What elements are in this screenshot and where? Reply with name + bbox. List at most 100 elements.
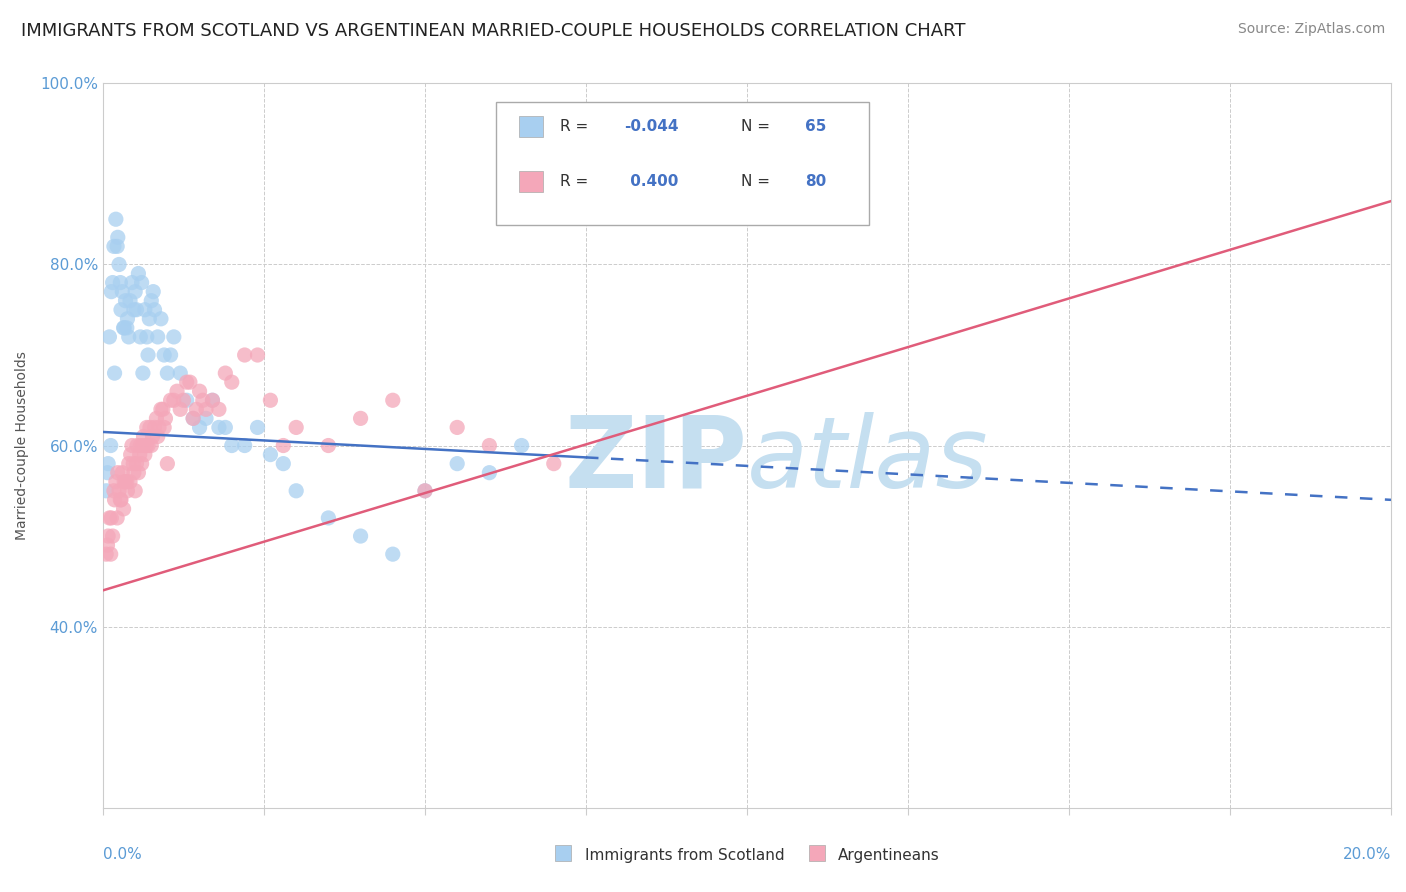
Point [117, 311, 139, 326]
Point [105, 239, 128, 253]
Point [246, 348, 269, 362]
Point [107, 230, 129, 244]
Point [132, 438, 155, 452]
Point [195, 411, 218, 425]
Text: N =: N = [741, 174, 775, 189]
Point [163, 393, 186, 408]
Point [122, 457, 145, 471]
Point [143, 420, 166, 434]
Point [96, 466, 118, 480]
Point [101, 276, 124, 290]
Point [136, 348, 159, 362]
Point [186, 402, 208, 417]
Text: -0.044: -0.044 [624, 120, 679, 135]
Point [103, 492, 125, 507]
FancyBboxPatch shape [496, 102, 869, 225]
Point [138, 311, 160, 326]
Point [176, 375, 198, 389]
Point [195, 402, 218, 417]
Point [172, 393, 194, 408]
Point [155, 411, 177, 425]
Point [115, 475, 138, 489]
Point [100, 285, 122, 299]
Text: N =: N = [741, 120, 775, 135]
Point [112, 475, 135, 489]
Point [163, 330, 186, 344]
Point [127, 438, 149, 452]
Point [125, 457, 148, 471]
Point [166, 384, 188, 399]
Point [143, 302, 166, 317]
Point [413, 483, 436, 498]
Point [122, 302, 145, 317]
Point [153, 420, 176, 434]
Point [446, 457, 468, 471]
Point [145, 411, 167, 425]
Point [127, 466, 149, 480]
Point [105, 511, 128, 525]
Point [108, 258, 131, 272]
Text: 0.0%: 0.0% [103, 847, 142, 863]
Point [114, 293, 136, 308]
Text: 20.0%: 20.0% [1343, 847, 1391, 863]
Point [121, 276, 143, 290]
Point [478, 466, 501, 480]
Point [149, 311, 172, 326]
Point [103, 366, 125, 380]
Point [100, 511, 122, 525]
Point [110, 492, 132, 507]
Point [108, 483, 131, 498]
Point [214, 420, 236, 434]
Point [118, 475, 141, 489]
Point [114, 475, 136, 489]
Point [285, 420, 308, 434]
Point [159, 348, 181, 362]
Text: R =: R = [560, 174, 593, 189]
Text: 65: 65 [806, 120, 827, 135]
Point [214, 366, 236, 380]
Point [149, 402, 172, 417]
Point [169, 402, 191, 417]
FancyBboxPatch shape [519, 170, 544, 192]
Point [318, 438, 340, 452]
Point [135, 420, 157, 434]
Point [201, 393, 224, 408]
Point [111, 466, 134, 480]
Point [135, 438, 157, 452]
Point [125, 302, 148, 317]
Point [349, 411, 371, 425]
Point [98, 511, 121, 525]
Point [121, 438, 143, 452]
Point [221, 438, 243, 452]
Point [132, 366, 155, 380]
Point [142, 285, 165, 299]
Point [135, 330, 157, 344]
Point [318, 511, 340, 525]
Point [124, 285, 146, 299]
Text: IMMIGRANTS FROM SCOTLAND VS ARGENTINEAN MARRIED-COUPLE HOUSEHOLDS CORRELATION CH: IMMIGRANTS FROM SCOTLAND VS ARGENTINEAN … [21, 22, 966, 40]
Point [179, 375, 201, 389]
Text: atlas: atlas [747, 411, 988, 508]
Point [176, 393, 198, 408]
Text: R =: R = [560, 120, 593, 135]
Point [139, 420, 162, 434]
Point [118, 330, 141, 344]
Point [543, 457, 565, 471]
Y-axis label: Married-couple Households: Married-couple Households [15, 351, 30, 540]
Point [118, 457, 141, 471]
Point [233, 348, 256, 362]
Point [124, 483, 146, 498]
Point [152, 402, 174, 417]
Point [146, 330, 169, 344]
Text: 80: 80 [806, 174, 827, 189]
Point [128, 448, 150, 462]
Point [153, 348, 176, 362]
Point [127, 267, 149, 281]
Point [132, 429, 155, 443]
Point [156, 457, 179, 471]
Point [107, 466, 129, 480]
Point [246, 420, 269, 434]
Point [221, 375, 243, 389]
Point [134, 302, 156, 317]
Point [103, 483, 125, 498]
